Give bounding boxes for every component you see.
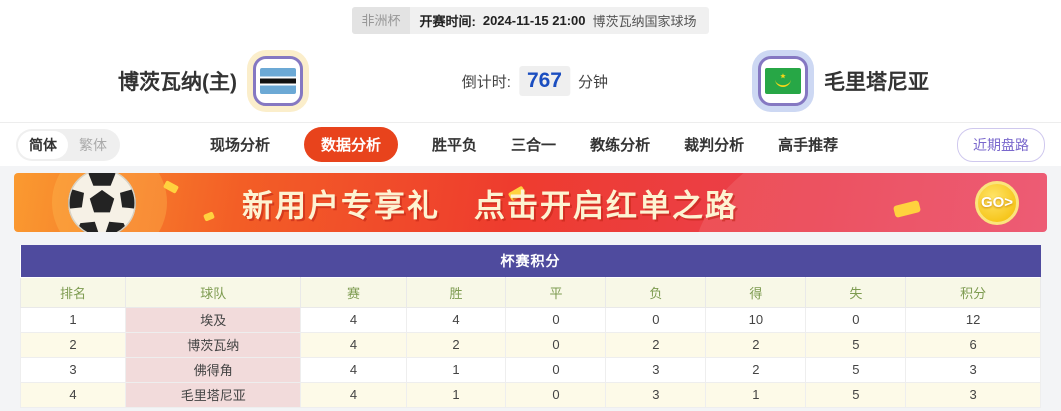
table-cell: 1 xyxy=(19,306,127,333)
column-header: 得 xyxy=(705,276,807,308)
table-cell: 5 xyxy=(805,381,907,408)
column-header: 失 xyxy=(805,276,907,308)
cup-standings-table: 杯赛积分 排名 球队赛胜平负得失积分 1 埃及 4 4 0 0 10 0 12 2 博茨瓦纳 4 2 0 2 2… xyxy=(19,245,1041,408)
nav-tabs: 现场分析 数据分析 胜平负 三合一 教练分析 裁判分析 高手推荐 xyxy=(210,127,838,162)
table-cell: 12 xyxy=(905,306,1041,333)
match-header: 博茨瓦纳(主) 倒计时: 767 分钟 毛里塔尼亚 xyxy=(0,40,1061,122)
table-row: 4 毛里塔尼亚 4 1 0 3 1 5 3 xyxy=(19,381,1041,408)
countdown-value: 767 xyxy=(518,66,570,96)
column-header: 赛 xyxy=(300,276,407,308)
mauritania-flag-icon xyxy=(758,56,808,106)
nav-tab-0[interactable]: 现场分析 xyxy=(210,137,271,154)
countdown-unit: 分钟 xyxy=(577,73,609,91)
promo-banner[interactable]: 新用户专享礼 点击开启红单之路 GO> xyxy=(14,173,1047,232)
table-title: 杯赛积分 xyxy=(20,245,1041,277)
table-cell: 3 xyxy=(905,381,1041,408)
confetti xyxy=(892,200,922,218)
team-name-cell: 毛里塔尼亚 xyxy=(125,381,302,408)
column-header: 平 xyxy=(505,276,607,308)
column-header: 排名 xyxy=(19,276,127,308)
table-cell: 4 xyxy=(300,331,407,358)
content-area: 新用户专享礼 点击开启红单之路 GO> 杯赛积分 排名 球队赛胜平负得失积分 1 埃及… xyxy=(0,166,1061,411)
table-cell: 3 xyxy=(905,356,1041,383)
nav-tab-4[interactable]: 教练分析 xyxy=(590,137,651,154)
column-header: 负 xyxy=(605,276,707,308)
botswana-flag-icon xyxy=(253,56,303,106)
lang-traditional[interactable]: 繁体 xyxy=(79,136,107,153)
column-header: 球队 xyxy=(125,276,302,308)
kickoff-label: 开赛时间: xyxy=(419,14,476,29)
table-cell: 5 xyxy=(805,331,907,358)
nav-tab-3[interactable]: 三合一 xyxy=(511,137,557,154)
match-info-pill: 非洲杯 开赛时间: 2024-11-15 21:00 博茨瓦纳国家球场 xyxy=(352,7,709,34)
kickoff-time: 2024-11-15 21:00 xyxy=(482,13,586,28)
table-cell: 0 xyxy=(505,356,607,383)
go-button[interactable]: GO> xyxy=(975,180,1019,225)
table-cell: 1 xyxy=(405,381,507,408)
league-badge: 非洲杯 xyxy=(352,7,410,34)
team-name-cell: 埃及 xyxy=(125,306,302,333)
home-team-name: 博茨瓦纳(主) xyxy=(118,71,237,94)
table-cell: 4 xyxy=(300,306,407,333)
table-cell: 2 xyxy=(705,331,807,358)
match-info-bar: 非洲杯 开赛时间: 2024-11-15 21:00 博茨瓦纳国家球场 xyxy=(0,0,1061,40)
table-cell: 0 xyxy=(505,381,607,408)
table-cell: 4 xyxy=(405,306,507,333)
table-row: 3 佛得角 4 1 0 3 2 5 3 xyxy=(19,356,1041,383)
nav-tab-1[interactable]: 数据分析 xyxy=(304,127,399,162)
column-header: 积分 xyxy=(905,276,1041,308)
away-team: 毛里塔尼亚 xyxy=(758,40,929,122)
table-cell: 0 xyxy=(505,306,607,333)
language-toggle: 简体 繁体 xyxy=(16,128,120,161)
table-row: 2 博茨瓦纳 4 2 0 2 2 5 6 xyxy=(19,331,1041,358)
away-team-name: 毛里塔尼亚 xyxy=(824,71,929,94)
table-cell: 4 xyxy=(300,381,407,408)
table-cell: 3 xyxy=(19,356,127,383)
table-cell: 1 xyxy=(705,381,807,408)
table-cell: 0 xyxy=(605,306,707,333)
team-name-cell: 博茨瓦纳 xyxy=(125,331,302,358)
table-row: 1 埃及 4 4 0 0 10 0 12 xyxy=(19,306,1041,333)
countdown-label: 倒计时: xyxy=(461,73,511,91)
table-cell: 10 xyxy=(705,306,807,333)
football-icon xyxy=(68,173,136,232)
countdown: 倒计时: 767 分钟 xyxy=(462,40,608,122)
table-cell: 0 xyxy=(505,331,607,358)
nav-tab-6[interactable]: 高手推荐 xyxy=(778,137,839,154)
table-cell: 4 xyxy=(19,381,127,408)
table-cell: 2 xyxy=(605,331,707,358)
lang-simplified[interactable]: 简体 xyxy=(18,130,68,159)
home-team: 博茨瓦纳(主) xyxy=(118,40,303,122)
navbar: 简体 繁体 现场分析 数据分析 胜平负 三合一 教练分析 裁判分析 高手推荐 近期盘路 xyxy=(0,122,1061,166)
banner-text: 新用户专享礼 点击开启红单之路 xyxy=(242,188,738,223)
table-cell: 6 xyxy=(905,331,1041,358)
column-header: 胜 xyxy=(405,276,507,308)
table-cell: 2 xyxy=(405,331,507,358)
nav-tab-5[interactable]: 裁判分析 xyxy=(684,137,745,154)
table-cell: 3 xyxy=(605,356,707,383)
table-cell: 2 xyxy=(19,331,127,358)
recent-trends-button[interactable]: 近期盘路 xyxy=(957,127,1045,162)
nav-tab-2[interactable]: 胜平负 xyxy=(432,137,478,154)
table-cell: 4 xyxy=(300,356,407,383)
table-cell: 2 xyxy=(705,356,807,383)
table-cell: 3 xyxy=(605,381,707,408)
table-cell: 1 xyxy=(405,356,507,383)
team-name-cell: 佛得角 xyxy=(125,356,302,383)
table-cell: 0 xyxy=(805,306,907,333)
confetti xyxy=(203,211,215,222)
table-cell: 5 xyxy=(805,356,907,383)
venue-name: 博茨瓦纳国家球场 xyxy=(592,14,697,29)
